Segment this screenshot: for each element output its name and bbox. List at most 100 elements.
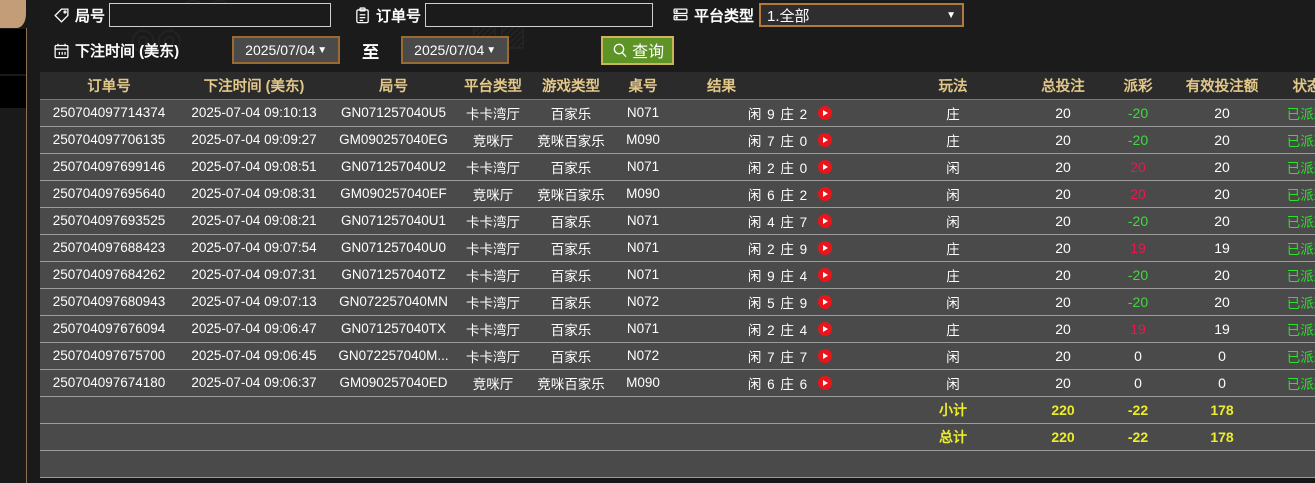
grandtotal-row: 总计 220 -22 178	[40, 423, 1315, 451]
result-text: 闲 2 庄 4	[747, 322, 809, 338]
cell-order-no: 250704097680943	[40, 288, 178, 316]
table-row[interactable]: 250704097688423 2025-07-04 09:07:54 GN0712…	[40, 234, 1315, 262]
rail-tab-handle[interactable]	[0, 0, 26, 28]
cell-order-no: 250704097714374	[40, 99, 178, 127]
cell-total-bet: 20	[1023, 207, 1103, 235]
cell-bet-time: 2025-07-04 09:07:31	[178, 261, 330, 289]
cell-payout: 19	[1103, 234, 1173, 262]
cell-table-no: N071	[613, 207, 673, 235]
search-button[interactable]: 查询	[601, 35, 675, 65]
cell-platform: 卡卡湾厅	[457, 207, 529, 235]
bet-time-to-date[interactable]: 2025/07/04 ▼	[401, 36, 510, 64]
play-replay-icon[interactable]	[818, 240, 832, 255]
cell-bet-time: 2025-07-04 09:10:13	[178, 99, 330, 127]
table-row[interactable]: 250704097676094 2025-07-04 09:06:47 GN0712…	[40, 315, 1315, 343]
column-header-bet-time[interactable]: 下注时间 (美东)	[178, 72, 330, 100]
cell-payout: -20	[1103, 207, 1173, 235]
platform-type-select[interactable]: 1.全部 ▼	[759, 3, 965, 27]
bet-time-from-date[interactable]: 2025/07/04 ▼	[232, 36, 341, 64]
cell-game-type: 百家乐	[529, 234, 613, 262]
cell-result: 闲 2 庄 4	[673, 315, 883, 343]
column-header-play[interactable]: 玩法	[883, 72, 1023, 100]
cell-bet-time: 2025-07-04 09:07:54	[178, 234, 330, 262]
round-no-input[interactable]	[109, 3, 332, 27]
column-header-total-bet[interactable]: 总投注	[1023, 72, 1103, 100]
cell-status: 已派彩	[1271, 342, 1315, 370]
cell-order-no: 250704097688423	[40, 234, 178, 262]
cell-payout: -20	[1103, 99, 1173, 127]
rail-block-lower	[0, 76, 26, 108]
cell-valid-bet: 20	[1173, 207, 1271, 235]
cell-total-bet: 20	[1023, 342, 1103, 370]
play-replay-icon[interactable]	[818, 294, 832, 309]
cell-round-no: GN072257040M...	[330, 342, 457, 370]
cell-status: 已派彩	[1271, 180, 1315, 208]
cell-total-bet: 20	[1023, 261, 1103, 289]
cell-play: 闲	[883, 369, 1023, 397]
cell-play: 闲	[883, 288, 1023, 316]
column-header-status[interactable]: 状态	[1271, 72, 1315, 100]
column-header-round-no[interactable]: 局号	[330, 72, 457, 100]
cell-valid-bet: 20	[1173, 99, 1271, 127]
cell-blank	[883, 450, 1023, 478]
cell-result: 闲 7 庄 7	[673, 342, 883, 370]
cell-round-no: GN071257040TZ	[330, 261, 457, 289]
column-header-order-no[interactable]: 订单号	[40, 72, 178, 100]
cell-result: 闲 9 庄 4	[673, 261, 883, 289]
table-row[interactable]: 250704097706135 2025-07-04 09:09:27 GM0902…	[40, 126, 1315, 154]
play-replay-icon[interactable]	[818, 321, 832, 336]
table-row[interactable]: 250704097699146 2025-07-04 09:08:51 GN0712…	[40, 153, 1315, 181]
column-header-game-type[interactable]: 游戏类型	[529, 72, 613, 100]
table-row[interactable]: 250704097695640 2025-07-04 09:08:31 GM0902…	[40, 180, 1315, 208]
play-replay-icon[interactable]	[818, 132, 832, 147]
cell-valid-bet: 20	[1173, 126, 1271, 154]
cell-order-no-empty	[40, 396, 178, 424]
play-replay-icon[interactable]	[818, 186, 832, 201]
cell-table-no: N071	[613, 153, 673, 181]
cell-platform: 卡卡湾厅	[457, 234, 529, 262]
result-text: 闲 5 庄 9	[747, 295, 809, 311]
cell-blank	[40, 450, 178, 478]
table-header-row: 订单号 下注时间 (美东) 局号 平台类型 游戏类型 桌号 结果 玩法 总投注 …	[40, 72, 1315, 100]
play-replay-icon[interactable]	[818, 375, 832, 390]
column-header-result[interactable]: 结果	[673, 72, 883, 100]
table-row[interactable]: 250704097684262 2025-07-04 09:07:31 GN0712…	[40, 261, 1315, 289]
play-replay-icon[interactable]	[818, 159, 832, 174]
table-row[interactable]: 250704097714374 2025-07-04 09:10:13 GN0712…	[40, 99, 1315, 127]
orders-table-body: 250704097714374 2025-07-04 09:10:13 GN0712…	[40, 99, 1315, 478]
table-row[interactable]: 250704097675700 2025-07-04 09:06:45 GN0722…	[40, 342, 1315, 370]
cell-platform: 竞咪厅	[457, 369, 529, 397]
table-row[interactable]: 250704097680943 2025-07-04 09:07:13 GN0722…	[40, 288, 1315, 316]
cell-order-no: 250704097684262	[40, 261, 178, 289]
cell-play: 庄	[883, 99, 1023, 127]
cell-round-no: GM090257040EF	[330, 180, 457, 208]
column-header-payout[interactable]: 派彩	[1103, 72, 1173, 100]
cell-game-type: 百家乐	[529, 261, 613, 289]
cell-platform: 卡卡湾厅	[457, 342, 529, 370]
cell-round-no-empty	[330, 396, 457, 424]
cell-game-type: 竞咪百家乐	[529, 180, 613, 208]
cell-result: 闲 5 庄 9	[673, 288, 883, 316]
table-row[interactable]: 250704097674180 2025-07-04 09:06:37 GM0902…	[40, 369, 1315, 397]
platform-type-selected-value: 1.全部	[767, 7, 810, 25]
result-text: 闲 7 庄 7	[747, 349, 809, 365]
rail-divider	[26, 28, 27, 483]
cell-round-no: GN071257040U0	[330, 234, 457, 262]
play-replay-icon[interactable]	[818, 213, 832, 228]
column-header-valid-bet[interactable]: 有效投注额	[1173, 72, 1271, 100]
cell-blank	[1023, 450, 1103, 478]
play-replay-icon[interactable]	[818, 105, 832, 120]
round-no-label-text: 局号	[75, 7, 106, 25]
play-replay-icon[interactable]	[818, 267, 832, 282]
cell-status: 已派彩	[1271, 315, 1315, 343]
cell-total-bet: 20	[1023, 234, 1103, 262]
order-no-input[interactable]	[425, 3, 654, 27]
cell-total-bet: 20	[1023, 315, 1103, 343]
play-replay-icon[interactable]	[818, 348, 832, 363]
column-header-platform[interactable]: 平台类型	[457, 72, 529, 100]
column-header-table-no[interactable]: 桌号	[613, 72, 673, 100]
cell-table-no: N071	[613, 261, 673, 289]
orders-table-container[interactable]: 订单号 下注时间 (美东) 局号 平台类型 游戏类型 桌号 结果 玩法 总投注 …	[40, 72, 1315, 483]
table-row[interactable]: 250704097693525 2025-07-04 09:08:21 GN0712…	[40, 207, 1315, 235]
